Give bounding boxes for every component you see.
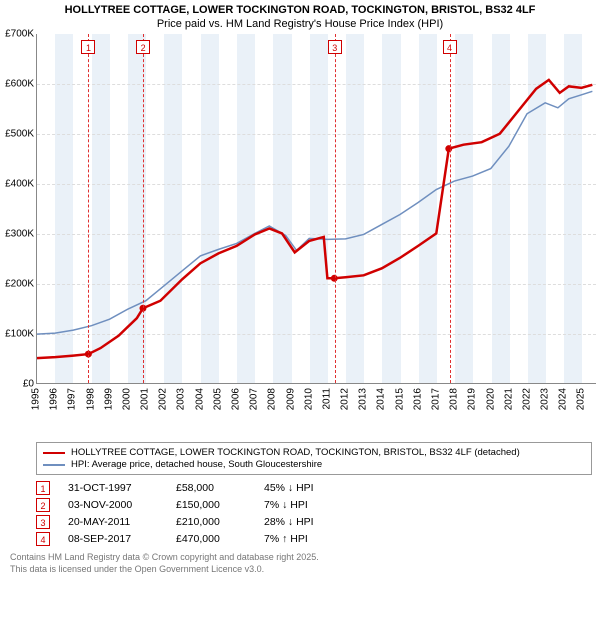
x-tick: 2025 [576, 388, 587, 410]
x-tick: 1996 [49, 388, 60, 410]
sale-row-marker: 4 [36, 532, 50, 546]
x-tick: 1999 [103, 388, 114, 410]
sale-delta: 7% ↑ HPI [264, 533, 354, 545]
x-tick: 1997 [67, 388, 78, 410]
sales-table: 1 31-OCT-1997 £58,000 45% ↓ HPI 2 03-NOV-2000… [36, 481, 592, 546]
footer-line-1: Contains HM Land Registry data © Crown c… [10, 552, 592, 564]
y-tick: £100K [5, 329, 34, 340]
x-tick: 1995 [31, 388, 42, 410]
x-tick: 2013 [358, 388, 369, 410]
y-tick: £500K [5, 129, 34, 140]
x-tick: 2022 [521, 388, 532, 410]
x-tick: 2017 [431, 388, 442, 410]
y-axis: £0£100K£200K£300K£400K£500K£600K£700K [0, 34, 36, 384]
series-paid [37, 80, 592, 358]
y-tick: £400K [5, 179, 34, 190]
legend-swatch-hpi [43, 464, 65, 466]
x-tick: 2021 [503, 388, 514, 410]
x-tick: 2008 [267, 388, 278, 410]
sale-date: 08-SEP-2017 [68, 533, 158, 545]
sale-marker-line [88, 34, 89, 383]
x-axis: 1995199619971998199920002001200220032004… [36, 384, 596, 414]
x-tick: 2004 [194, 388, 205, 410]
x-tick: 2000 [121, 388, 132, 410]
legend-label-paid: HOLLYTREE COTTAGE, LOWER TOCKINGTON ROAD… [71, 447, 520, 458]
legend-paid: HOLLYTREE COTTAGE, LOWER TOCKINGTON ROAD… [43, 447, 585, 458]
y-tick: £600K [5, 79, 34, 90]
x-tick: 2014 [376, 388, 387, 410]
sale-marker-box: 1 [81, 40, 95, 54]
sale-marker-box: 3 [328, 40, 342, 54]
x-tick: 2003 [176, 388, 187, 410]
page-subtitle: Price paid vs. HM Land Registry's House … [0, 18, 600, 34]
x-tick: 1998 [85, 388, 96, 410]
sale-date: 03-NOV-2000 [68, 499, 158, 511]
chart: £0£100K£200K£300K£400K£500K£600K£700K 12… [0, 34, 600, 414]
footer-line-2: This data is licensed under the Open Gov… [10, 564, 592, 576]
sale-delta: 45% ↓ HPI [264, 482, 354, 494]
sale-marker-line [335, 34, 336, 383]
sale-marker-box: 4 [443, 40, 457, 54]
x-tick: 2024 [558, 388, 569, 410]
x-tick: 2020 [485, 388, 496, 410]
x-tick: 2002 [158, 388, 169, 410]
x-tick: 2011 [321, 388, 332, 410]
sale-marker-line [450, 34, 451, 383]
footer: Contains HM Land Registry data © Crown c… [10, 552, 592, 575]
legend-hpi: HPI: Average price, detached house, Sout… [43, 459, 585, 470]
sale-price: £470,000 [176, 533, 246, 545]
sale-row: 3 20-MAY-2011 £210,000 28% ↓ HPI [36, 515, 592, 529]
x-tick: 2012 [340, 388, 351, 410]
y-tick: £300K [5, 229, 34, 240]
x-tick: 2016 [412, 388, 423, 410]
sale-marker-box: 2 [136, 40, 150, 54]
line-svg [37, 34, 596, 383]
y-tick: £700K [5, 29, 34, 40]
sale-price: £150,000 [176, 499, 246, 511]
sale-delta: 28% ↓ HPI [264, 516, 354, 528]
y-tick: £200K [5, 279, 34, 290]
x-tick: 2006 [231, 388, 242, 410]
sale-row-marker: 3 [36, 515, 50, 529]
page-title: HOLLYTREE COTTAGE, LOWER TOCKINGTON ROAD… [0, 0, 600, 18]
x-tick: 2019 [467, 388, 478, 410]
x-tick: 2009 [285, 388, 296, 410]
x-tick: 2015 [394, 388, 405, 410]
x-tick: 2018 [449, 388, 460, 410]
sale-price: £210,000 [176, 516, 246, 528]
x-tick: 2005 [212, 388, 223, 410]
x-tick: 2023 [540, 388, 551, 410]
sale-marker-line [143, 34, 144, 383]
sale-row-marker: 2 [36, 498, 50, 512]
plot-area: 1 2 3 4 [36, 34, 596, 384]
sale-row: 1 31-OCT-1997 £58,000 45% ↓ HPI [36, 481, 592, 495]
sale-row: 2 03-NOV-2000 £150,000 7% ↓ HPI [36, 498, 592, 512]
sale-row-marker: 1 [36, 481, 50, 495]
sale-delta: 7% ↓ HPI [264, 499, 354, 511]
legend: HOLLYTREE COTTAGE, LOWER TOCKINGTON ROAD… [36, 442, 592, 475]
sale-price: £58,000 [176, 482, 246, 494]
series-hpi [37, 91, 592, 334]
legend-swatch-paid [43, 452, 65, 454]
x-tick: 2001 [140, 388, 151, 410]
sale-row: 4 08-SEP-2017 £470,000 7% ↑ HPI [36, 532, 592, 546]
legend-label-hpi: HPI: Average price, detached house, Sout… [71, 459, 322, 470]
x-tick: 2010 [303, 388, 314, 410]
sale-date: 20-MAY-2011 [68, 516, 158, 528]
sale-date: 31-OCT-1997 [68, 482, 158, 494]
x-tick: 2007 [249, 388, 260, 410]
